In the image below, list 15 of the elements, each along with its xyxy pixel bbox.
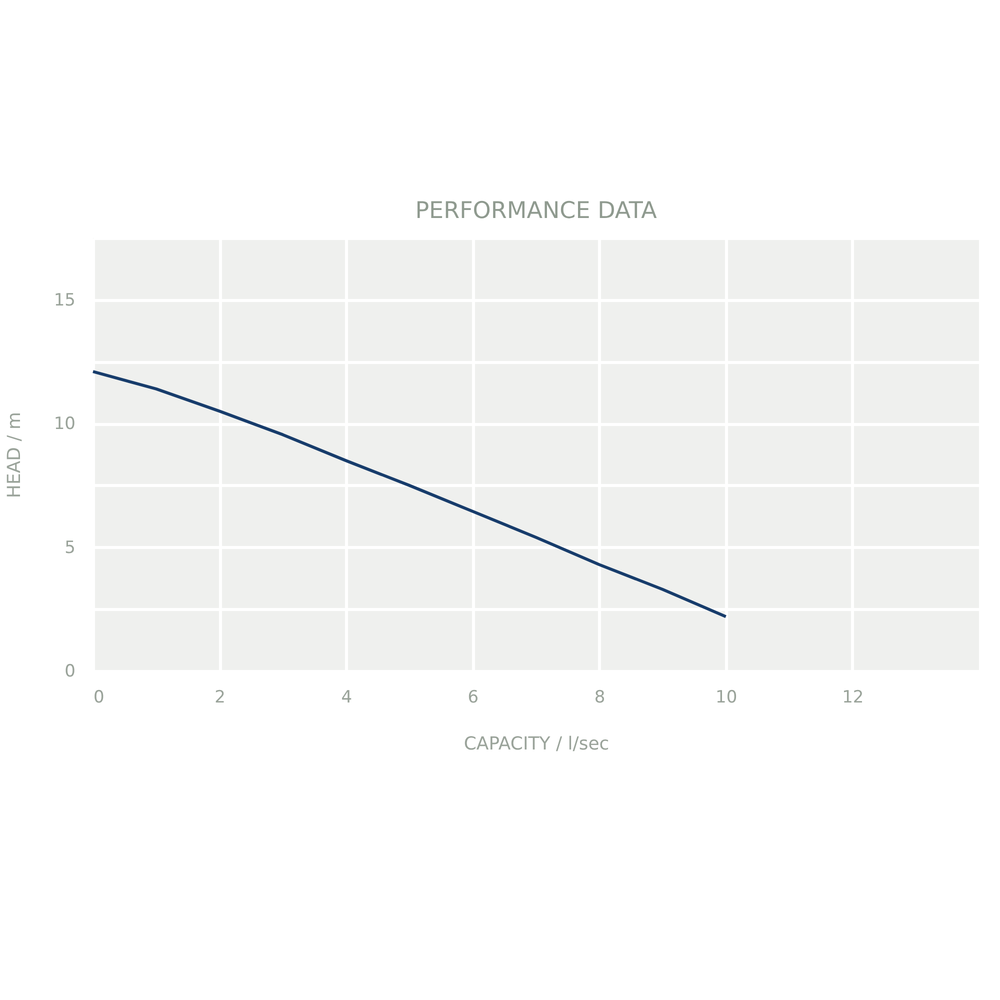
y-tick-label: 5 bbox=[64, 538, 76, 558]
x-tick-label: 12 bbox=[842, 688, 864, 708]
x-tick-label: 0 bbox=[94, 688, 104, 708]
line-series bbox=[92, 370, 728, 618]
y-tick-label: 15 bbox=[54, 290, 76, 310]
chart-title: PERFORMANCE DATA bbox=[415, 198, 658, 224]
y-axis-title: HEAD / m bbox=[4, 412, 25, 498]
x-tick-label: 2 bbox=[214, 688, 226, 708]
y-tick-label: 10 bbox=[54, 414, 76, 434]
y-tick-label: 0 bbox=[64, 662, 76, 682]
x-tick-label: 4 bbox=[341, 688, 352, 708]
x-tick-label: 10 bbox=[716, 688, 738, 708]
x-tick-label: 6 bbox=[468, 688, 479, 708]
x-tick-label: 8 bbox=[594, 688, 606, 708]
x-axis-title: CAPACITY / l/sec bbox=[464, 734, 610, 754]
